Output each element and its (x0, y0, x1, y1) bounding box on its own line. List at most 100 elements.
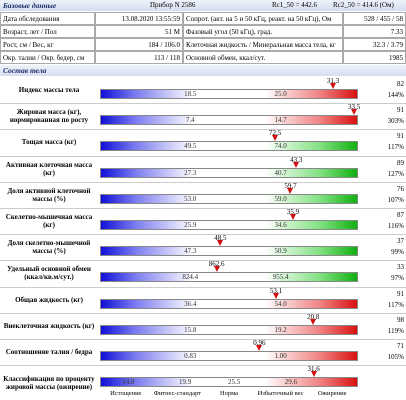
row-separator (0, 103, 406, 105)
scale-label: 59.0 (274, 194, 287, 203)
table-cell: Фазовый угол (50 кГц), град. (183, 25, 343, 38)
class-label: Избыточный вес (257, 390, 304, 397)
scale-bar (100, 272, 358, 283)
scale-label: 25.0 (274, 90, 287, 98)
scale-bar (100, 377, 358, 388)
indicator-label: Индекс массы тела (18, 86, 80, 95)
score: 71 (397, 342, 404, 350)
scale-label: 50.9 (274, 247, 287, 256)
value-marker (256, 345, 263, 351)
scale-label: 54.0 (274, 299, 287, 308)
scale-label: 7.4 (185, 116, 195, 125)
value-label: 43.3 (290, 155, 303, 164)
scale-label: 824.4 (182, 273, 199, 282)
scale-label: 49.5 (184, 142, 197, 151)
value-label: 35.9 (286, 208, 300, 216)
value-marker (272, 135, 279, 142)
indicator-label: Доля активной клеточной массы (%) (7, 186, 91, 203)
scale-label: 47.3 (184, 247, 197, 256)
rc2: Rc2_50 = 414.6 (Ом) (333, 1, 394, 9)
indicator-label: Внеклеточная жидкость (кг) (3, 321, 95, 330)
indicator-label: Доля скелетно-мышечной массы (%) (7, 239, 91, 256)
scale-bar (100, 141, 358, 152)
row-separator (0, 339, 406, 340)
scale-label: 14.8 (122, 378, 135, 387)
row-separator (0, 312, 406, 314)
scale-bar (100, 351, 358, 361)
table-cell: 528 / 455 / 58 (343, 12, 406, 25)
table-cell: 7.33 (343, 25, 406, 38)
scale-label: 955.4 (272, 273, 289, 282)
indicator-label: Общая жидкость (кг) (15, 295, 83, 304)
scale-label: 40.7 (274, 168, 287, 177)
section-title: Состав тела (3, 66, 47, 75)
scale-label: 18.5 (184, 90, 197, 98)
class-label: Норма (219, 390, 239, 397)
scale-label: 25.9 (184, 221, 197, 229)
value-label: 20.8 (307, 312, 320, 321)
percent: 117% (387, 300, 404, 309)
value-marker (287, 187, 294, 194)
percent: 97% (391, 274, 404, 283)
score: 82 (397, 80, 404, 88)
percent: 116% (387, 222, 404, 230)
percent: 105% (387, 353, 404, 361)
indicator-label: Жировая масса (кг), нормированная по рос… (9, 108, 89, 125)
row-separator (0, 234, 406, 236)
value-label: 862.6 (208, 260, 225, 269)
value-label: 0.96 (253, 339, 266, 347)
table-cell: 113 / 118 (95, 51, 183, 64)
row-separator (0, 181, 406, 183)
scale-bar (100, 193, 358, 204)
percent: 107% (387, 195, 404, 204)
row-separator (0, 260, 406, 262)
class-label: Истощение (110, 390, 142, 397)
value-marker (217, 240, 224, 247)
scale-label: 14.7 (274, 116, 287, 125)
percent: 119% (387, 326, 404, 335)
score: 33 (397, 263, 404, 272)
table-cell: Окр. талии / Окр. бедер, см (0, 51, 95, 64)
scale-label: 0.83 (184, 352, 197, 360)
header-band (0, 0, 406, 11)
section-band (0, 65, 406, 76)
scale-label: 15.8 (184, 325, 197, 334)
table-cell: Основной обмен, ккал/сут. (183, 51, 343, 64)
scale-label: 25.5 (228, 378, 241, 387)
score: 91 (397, 106, 404, 115)
table-cell: Клеточная жидкость / Минеральная масса т… (183, 38, 343, 51)
row-separator (0, 365, 406, 367)
score: 91 (397, 289, 404, 298)
score: 89 (397, 158, 404, 167)
indicator-label: Активная клеточная масса (кг) (5, 160, 93, 177)
value-label: 59.7 (284, 181, 297, 190)
scale-label: 19.2 (274, 325, 287, 334)
scale-label: 34.6 (274, 221, 287, 229)
value-marker (289, 214, 296, 220)
value-label: 48.5 (214, 234, 227, 243)
row-separator (0, 286, 406, 288)
scale-label: 74.0 (274, 142, 287, 151)
header-title: Базовые данные (3, 1, 57, 10)
indicator-label: Тощая масса (кг) (21, 138, 77, 147)
scale-bar (100, 115, 358, 126)
value-label: 72.5 (268, 129, 282, 138)
percent: 99% (391, 248, 404, 257)
value-marker (213, 266, 220, 273)
percent: 303% (387, 117, 404, 126)
scale-label: 29.6 (284, 378, 298, 387)
value-marker (293, 161, 300, 168)
value-label: 33.5 (348, 103, 361, 112)
percent: 117% (387, 143, 404, 152)
indicator-label: Классификация по проценту жировой массы … (3, 374, 95, 391)
rc1: Rc1_50 = 442.6 (272, 1, 317, 9)
scale-bar (100, 167, 358, 178)
score: 87 (397, 211, 404, 219)
scale-label: 19.9 (179, 378, 192, 387)
score: 91 (397, 132, 404, 141)
percent: 144% (387, 91, 404, 99)
table-cell: Рост, см / Вес, кг (0, 38, 95, 51)
scale-label: 1.00 (274, 352, 287, 360)
table-cell: Сопрот. (акт. на 5 и 50 кГц, реакт. на 5… (183, 12, 343, 25)
